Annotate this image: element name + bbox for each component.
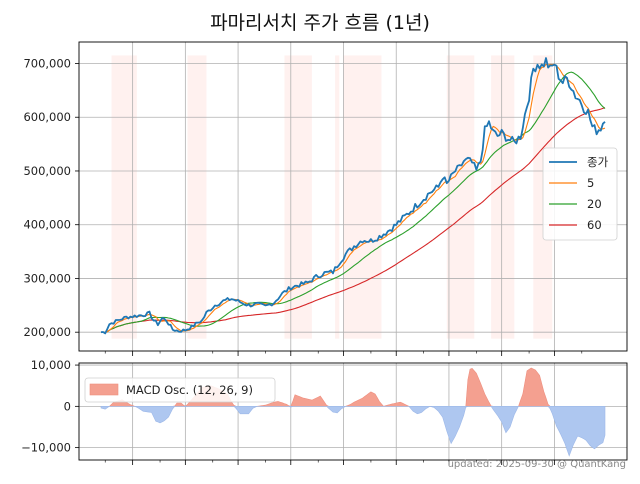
series-line-close: [100, 57, 606, 335]
shaded-range: [284, 55, 312, 339]
macd-y-tick-label: 0: [64, 399, 71, 413]
y-tick-label: 400,000: [23, 218, 71, 232]
macd-panel: −10,000 0 10,000 MACD Osc. (12, 26, 9): [21, 358, 628, 465]
price-panel: 200,000 300,000 400,000 500,000 600,000 700,0…: [23, 41, 628, 356]
macd-negative-area: [100, 405, 606, 457]
shaded-range: [446, 55, 475, 339]
macd-plot-frame: [78, 362, 628, 461]
series-line-ma60: [100, 107, 606, 334]
y-tick-label: 700,000: [23, 56, 71, 70]
shaded-range: [343, 55, 382, 339]
legend-label: 60: [587, 218, 602, 232]
chart-title: 파마리서치 주가 흐름 (1년): [210, 12, 430, 34]
legend-label: 종가: [587, 155, 609, 169]
shaded-range: [491, 55, 515, 339]
y-tick-label: 500,000: [23, 164, 71, 178]
macd-y-tick-label: 10,000: [31, 358, 71, 372]
y-tick-label: 600,000: [23, 110, 71, 124]
shaded-range: [111, 55, 137, 339]
legend-label: 5: [587, 176, 594, 190]
footer-note: updated: 2025-09-30 @ QuantKang: [447, 459, 626, 470]
legend-box: [542, 147, 618, 241]
legend-label: 20: [587, 197, 602, 211]
macd-legend-swatch: [89, 383, 119, 396]
macd-legend-box: [84, 377, 276, 403]
shaded-range: [335, 55, 340, 339]
y-tick-label: 300,000: [23, 271, 71, 285]
y-tick-label: 200,000: [23, 325, 71, 339]
plot-frame: [78, 41, 628, 352]
shaded-range: [187, 55, 207, 339]
macd-legend-label: MACD Osc. (12, 26, 9): [126, 383, 253, 397]
macd-y-tick-label: −10,000: [21, 441, 71, 455]
